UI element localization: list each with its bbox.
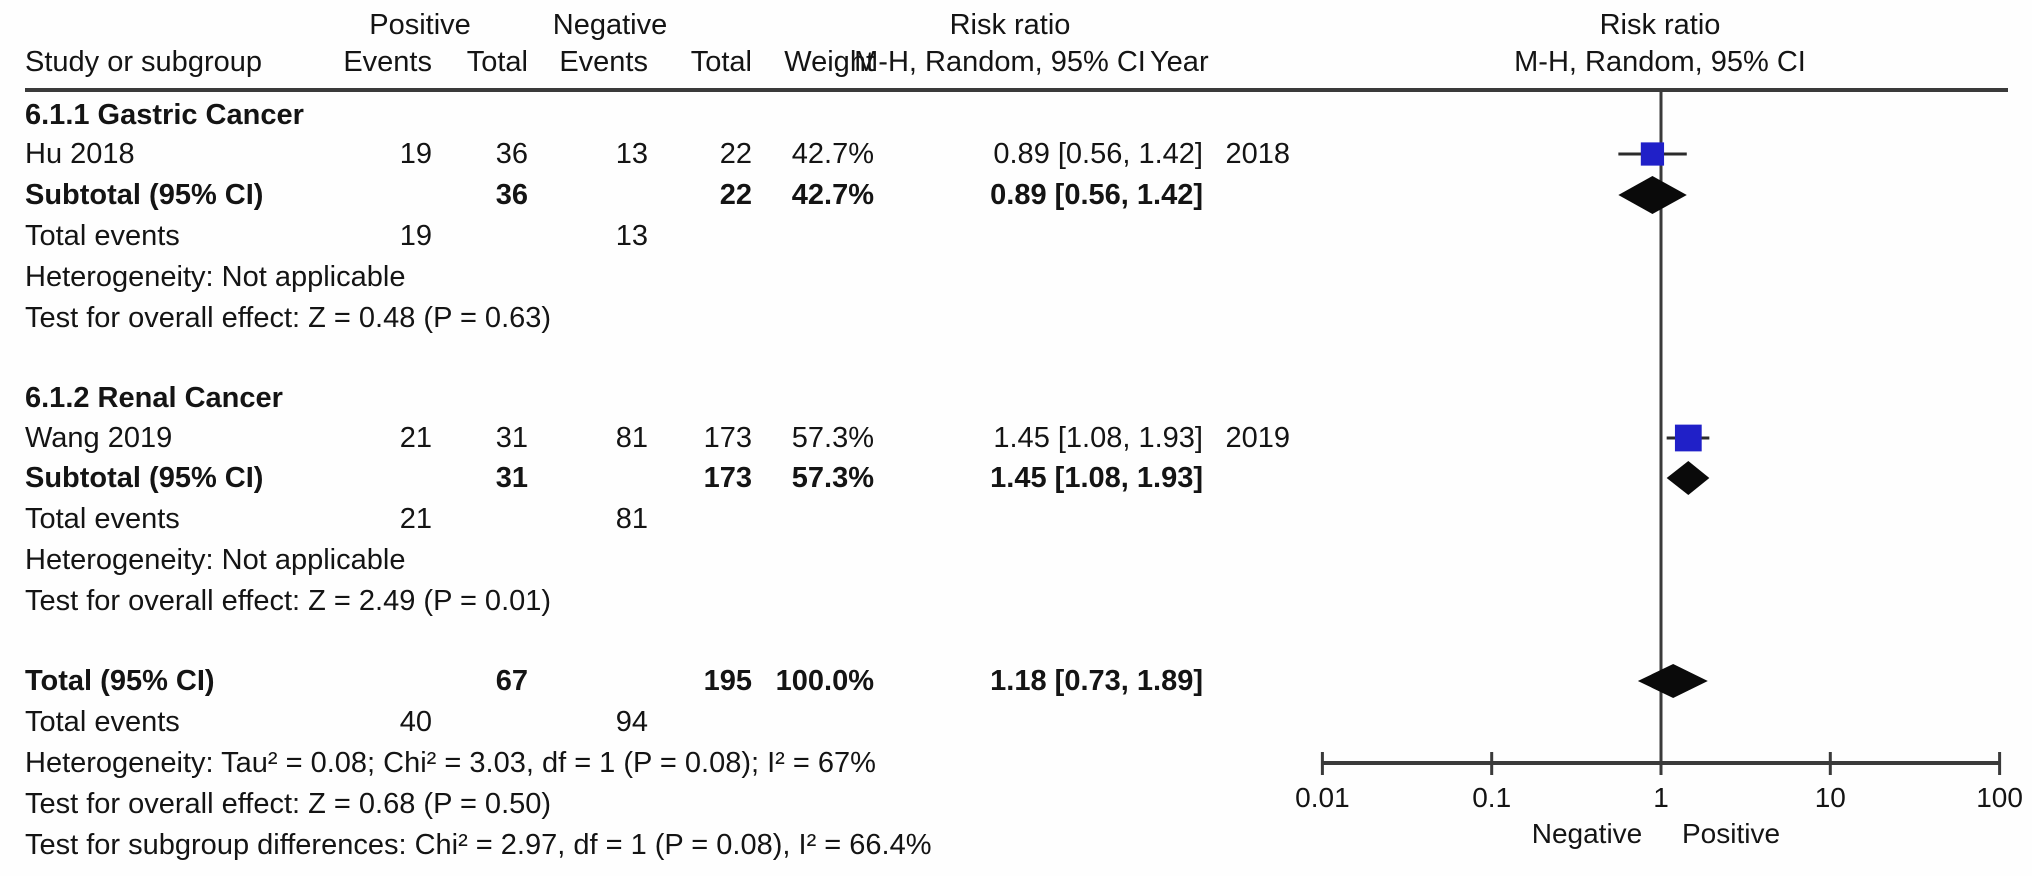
subtotal-weight: 57.3% [791, 462, 874, 494]
study-total-negative: 173 [703, 422, 752, 454]
study-year: 2018 [1225, 138, 1290, 170]
grand-total-negative: 195 [703, 665, 752, 697]
subtotal-total-negative: 22 [719, 179, 752, 211]
study-events-positive: 19 [399, 138, 432, 170]
subtotal-label: Subtotal (95% CI) [25, 462, 264, 494]
col-events-negative: Events [559, 46, 648, 78]
study-events-negative: 81 [615, 422, 648, 454]
grand-total-estimate: 1.18 [0.73, 1.89] [990, 665, 1203, 697]
total-events-label: Total events [25, 220, 180, 252]
heterogeneity-note: Heterogeneity: Not applicable [25, 261, 406, 293]
study-estimate: 0.89 [0.56, 1.42] [993, 138, 1203, 170]
svg-text:Negative: Negative [1532, 818, 1643, 849]
svg-text:1: 1 [1653, 782, 1669, 813]
study-total-negative: 22 [719, 138, 752, 170]
svg-text:10: 10 [1815, 782, 1846, 813]
total-events-label: Total events [25, 706, 180, 738]
study-name: Wang 2019 [25, 422, 173, 454]
subgroup-title: 6.1.1 Gastric Cancer [25, 99, 304, 131]
overall-effect-note: Test for overall effect: Z = 2.49 (P = 0… [25, 585, 552, 617]
heterogeneity-stats: Heterogeneity: Tau² = 0.08; Chi² = 3.03,… [25, 747, 876, 779]
subtotal-total-positive: 36 [495, 179, 528, 211]
total-events-positive: 19 [399, 220, 432, 252]
study-weight: 42.7% [791, 138, 874, 170]
col-effect-method: M-H, Random, 95% CI [854, 46, 1146, 78]
total-events-negative: 94 [615, 706, 648, 738]
svg-text:0.1: 0.1 [1472, 782, 1511, 813]
col-year: Year [1150, 46, 1209, 78]
study-total-positive: 36 [495, 138, 528, 170]
col-group-positive: Positive [369, 9, 471, 41]
col-events-positive: Events [343, 46, 432, 78]
study-name: Hu 2018 [25, 138, 135, 170]
study-events-negative: 13 [615, 138, 648, 170]
study-weight: 57.3% [791, 422, 874, 454]
study-total-positive: 31 [495, 422, 528, 454]
col-study: Study or subgroup [25, 46, 262, 78]
subgroup-differences-stats: Test for subgroup differences: Chi² = 2.… [25, 829, 932, 861]
overall-effect-note: Test for overall effect: Z = 0.48 (P = 0… [25, 302, 552, 334]
grand-total-positive: 67 [495, 665, 528, 697]
col-group-negative: Negative [552, 9, 668, 41]
total-events-negative: 81 [615, 503, 648, 535]
total-events-positive: 40 [399, 706, 432, 738]
svg-text:0.01: 0.01 [1295, 782, 1350, 813]
svg-text:Positive: Positive [1682, 818, 1780, 849]
subtotal-estimate: 0.89 [0.56, 1.42] [990, 179, 1203, 211]
subtotal-total-positive: 31 [495, 462, 528, 494]
col-weight: Weight [784, 46, 874, 78]
overall-effect-stats: Test for overall effect: Z = 0.68 (P = 0… [25, 788, 552, 820]
plot-title: Risk ratio [1599, 9, 1721, 41]
subtotal-weight: 42.7% [791, 179, 874, 211]
subtotal-total-negative: 173 [703, 462, 752, 494]
total-events-label: Total events [25, 503, 180, 535]
subgroup-title: 6.1.2 Renal Cancer [25, 382, 283, 414]
col-total-negative: Total [690, 46, 752, 78]
subtotal-estimate: 1.45 [1.08, 1.93] [990, 462, 1203, 494]
col-total-positive: Total [466, 46, 528, 78]
subtotal-label: Subtotal (95% CI) [25, 179, 264, 211]
heterogeneity-note: Heterogeneity: Not applicable [25, 544, 406, 576]
svg-text:100: 100 [1976, 782, 2023, 813]
study-events-positive: 21 [399, 422, 432, 454]
grand-total-weight: 100.0% [775, 665, 874, 697]
study-estimate: 1.45 [1.08, 1.93] [993, 422, 1203, 454]
total-events-positive: 21 [399, 503, 432, 535]
grand-total-label: Total (95% CI) [25, 665, 215, 697]
col-effect-title: Risk ratio [949, 9, 1071, 41]
total-events-negative: 13 [615, 220, 648, 252]
plot-method: M-H, Random, 95% CI [1514, 46, 1806, 78]
study-year: 2019 [1225, 422, 1290, 454]
